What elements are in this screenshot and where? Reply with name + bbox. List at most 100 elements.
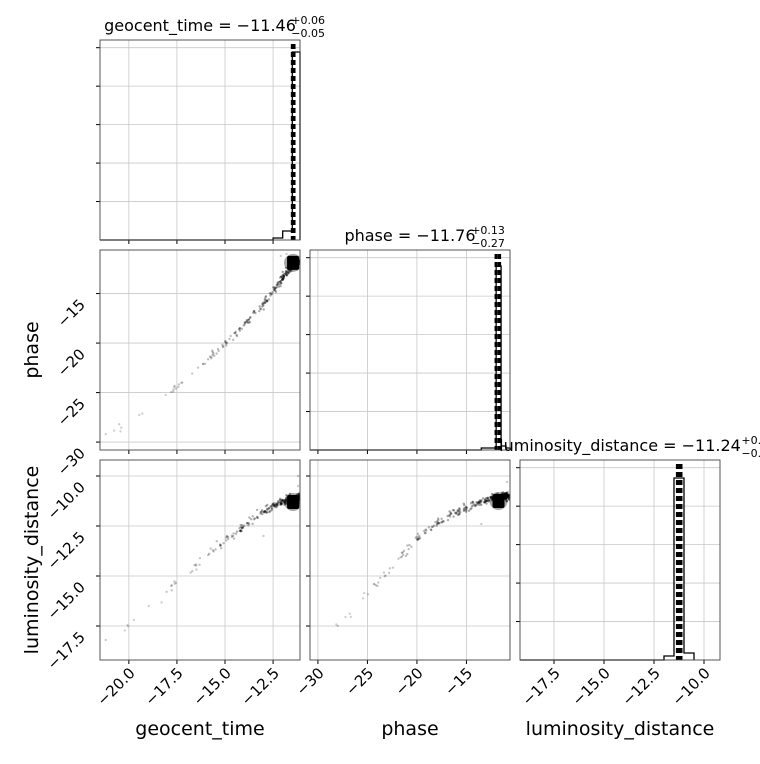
sample-point [233,331,237,335]
sample-point [490,495,494,499]
sample-point [501,491,504,494]
sample-point [211,350,214,354]
sample-point [484,499,488,503]
sample-point [476,502,480,505]
sample-point [477,501,481,505]
sample-point [226,536,230,539]
sample-point [506,495,509,498]
sample-point [191,569,194,573]
sample-point [242,324,245,327]
sample-point [240,529,243,533]
sample-point [173,582,176,585]
sample-point [132,618,136,622]
sample-point [435,520,439,523]
title-minus: −0.05 [291,27,325,40]
sample-point [281,278,285,281]
sample-point [207,552,211,556]
sample-point [287,269,291,272]
sample-point [239,529,242,533]
sample-point [274,506,278,509]
sample-point [261,302,264,306]
sample-point [449,512,452,515]
sample-point [452,515,455,518]
sample-point [222,542,225,545]
sample-point [273,505,276,508]
sample-point [224,340,227,344]
x-axis-label: phase [381,718,438,740]
sample-point [489,496,493,500]
sample-point [266,507,269,511]
sample-point [429,528,433,531]
sample-point [448,513,452,517]
sample-point [506,490,510,494]
sample-point [401,551,404,554]
sample-point [275,503,279,507]
sample-point [273,503,276,506]
sample-point [280,501,284,505]
sample-point [402,549,406,553]
sample-point [478,499,482,502]
sample-point [281,278,284,281]
sample-point [283,499,286,502]
sample-point [430,528,433,532]
sample-point [249,316,252,319]
x-tick-label: −20 [392,664,427,699]
y-tick-label: −17.5 [44,628,89,673]
sample-point [280,275,283,278]
sample-point [503,493,507,496]
sample-point [456,509,460,512]
sample-point [505,480,509,484]
sample-point [363,591,366,595]
sample-point [210,357,213,360]
sample-point [406,544,409,547]
sample-point [283,272,286,276]
sample-point [457,507,461,510]
sample-point [504,493,507,497]
sample-point [267,298,271,301]
sample-point [487,500,490,503]
sample-point [165,590,168,593]
title-minus: −0.10 [741,447,760,460]
sample-point [174,581,178,585]
sample-point [273,505,276,508]
sample-point [284,501,287,504]
sample-point [289,269,292,272]
sample-point [490,496,493,500]
panel-title-luminosity_distance: luminosity_distance = −11.24 [499,436,741,456]
panel-frame [309,459,511,661]
sample-point [480,500,483,503]
sample-point [504,492,508,495]
sample-point [454,511,457,515]
sample-point [198,556,202,560]
sample-point [285,274,288,277]
sample-point [278,498,282,502]
sample-point [465,506,469,509]
sample-point [255,508,259,512]
sample-point [232,534,235,538]
sample-point [225,344,228,347]
sample-point [268,510,271,514]
sample-point [264,295,268,298]
sample-point [286,270,290,273]
sample-point [273,504,276,508]
sample-point [483,500,487,504]
sample-point [238,329,242,332]
sample-point [478,501,482,505]
sample-point [280,275,283,278]
sample-point [387,571,391,575]
sample-point [418,537,422,540]
sample-point [170,390,173,394]
sample-point [218,543,222,546]
panel-frame [309,249,511,451]
sample-point [194,564,198,567]
sample-point [485,499,489,502]
sample-point [189,571,192,574]
sample-point [247,318,251,321]
sample-point [170,584,173,588]
sample-point [225,534,229,538]
sample-point [490,492,494,496]
sample-point [440,520,443,524]
sample-point [230,534,234,537]
y-tick-label: −12.5 [44,528,89,573]
sample-point [487,499,491,502]
